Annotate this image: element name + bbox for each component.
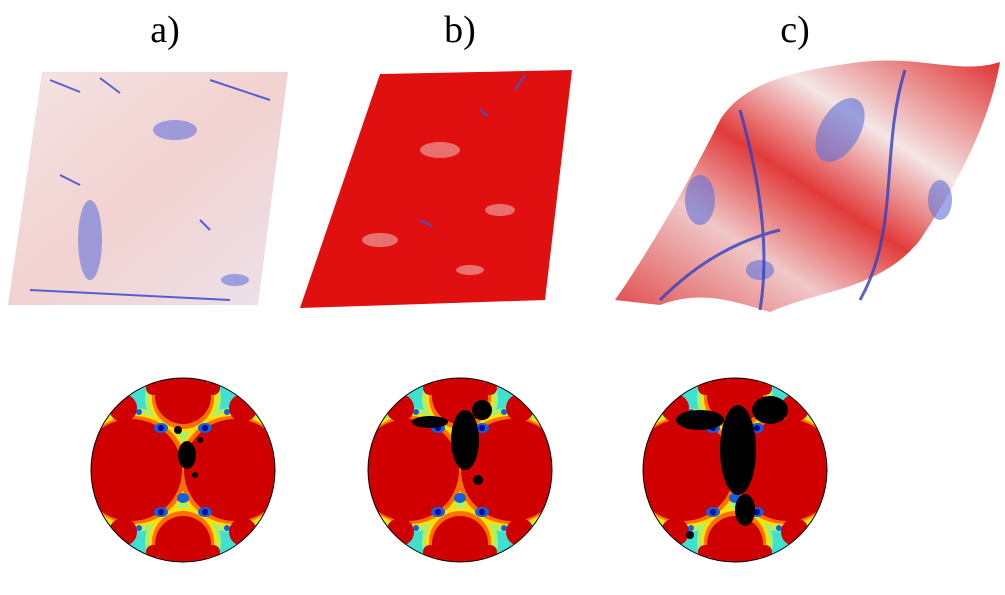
surface-c (615, 60, 1000, 312)
panel-label: b) (444, 9, 476, 51)
panel-label: a) (150, 9, 180, 51)
disc-c (623, 360, 847, 580)
surface-a (8, 72, 288, 305)
panel-label: c) (780, 9, 810, 51)
disc-b (348, 360, 572, 580)
disc-a (71, 360, 295, 580)
surface-b (300, 70, 572, 308)
